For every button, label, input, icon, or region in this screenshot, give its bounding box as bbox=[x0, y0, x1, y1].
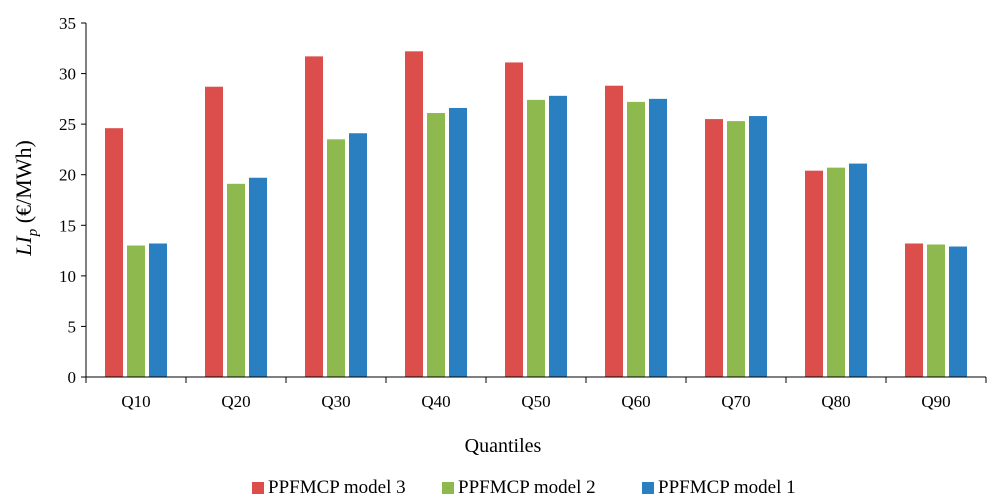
y-tick-label: 5 bbox=[68, 317, 77, 336]
y-tick-label: 10 bbox=[59, 267, 76, 286]
bar bbox=[205, 86, 223, 377]
bar bbox=[549, 95, 567, 377]
bar bbox=[349, 133, 367, 377]
x-tick-label: Q30 bbox=[321, 392, 350, 411]
y-tick-label: 20 bbox=[59, 166, 76, 185]
bar bbox=[605, 85, 623, 378]
bar bbox=[327, 139, 345, 377]
bar bbox=[805, 170, 823, 377]
bar bbox=[649, 98, 667, 377]
y-tick-label: 25 bbox=[59, 115, 76, 134]
y-axis-ticks: 0 5 10 15 20 25 30 35 bbox=[59, 14, 86, 387]
bar bbox=[705, 119, 723, 377]
bar bbox=[849, 163, 867, 377]
bar bbox=[727, 121, 745, 377]
legend-swatch bbox=[442, 482, 454, 494]
y-axis-label: LIp (€/MWh) bbox=[11, 140, 41, 257]
legend-label: PPFMCP model 2 bbox=[458, 477, 596, 498]
legend-swatch bbox=[642, 482, 654, 494]
legend-label: PPFMCP model 3 bbox=[268, 477, 406, 498]
x-tick-label: Q80 bbox=[821, 392, 850, 411]
x-tick-label: Q10 bbox=[121, 392, 150, 411]
legend-swatch bbox=[252, 482, 264, 494]
x-tick-label: Q70 bbox=[721, 392, 750, 411]
legend: PPFMCP model 3 PPFMCP model 2 PPFMCP model… bbox=[252, 477, 796, 498]
legend-label: PPFMCP model 1 bbox=[658, 477, 796, 498]
y-tick-label: 35 bbox=[59, 14, 76, 33]
y-tick-label: 30 bbox=[59, 65, 76, 84]
x-tick-label: Q50 bbox=[521, 392, 550, 411]
x-tick-label: Q60 bbox=[621, 392, 650, 411]
x-tick-label: Q40 bbox=[421, 392, 450, 411]
y-axis-label-main: LI bbox=[11, 235, 36, 257]
x-tick-label: Q20 bbox=[221, 392, 250, 411]
bar bbox=[827, 167, 845, 377]
bar bbox=[927, 244, 945, 377]
x-axis-ticks: Q10 Q20 Q30 Q40 Q50 Q60 Q70 Q80 Q90 bbox=[85, 377, 987, 411]
bar bbox=[949, 246, 967, 377]
bars bbox=[105, 51, 967, 378]
bar bbox=[249, 177, 267, 377]
bar bbox=[227, 183, 245, 377]
bar bbox=[405, 51, 423, 377]
bar bbox=[127, 245, 145, 377]
bar bbox=[105, 128, 123, 377]
y-axis-label-unit: (€/MWh) bbox=[11, 140, 36, 229]
y-tick-label: 15 bbox=[59, 216, 76, 235]
bar bbox=[449, 107, 467, 378]
y-axis-label-subscript: p bbox=[25, 228, 41, 237]
bar bbox=[149, 243, 167, 377]
bar bbox=[749, 116, 767, 378]
bar bbox=[505, 62, 523, 378]
bar bbox=[305, 56, 323, 378]
bar bbox=[905, 243, 923, 377]
x-tick-label: Q90 bbox=[921, 392, 950, 411]
x-axis-label: Quantiles bbox=[465, 435, 542, 457]
y-tick-label: 0 bbox=[68, 368, 77, 387]
bar bbox=[427, 113, 445, 377]
bar bbox=[527, 99, 545, 378]
bar bbox=[627, 101, 645, 378]
